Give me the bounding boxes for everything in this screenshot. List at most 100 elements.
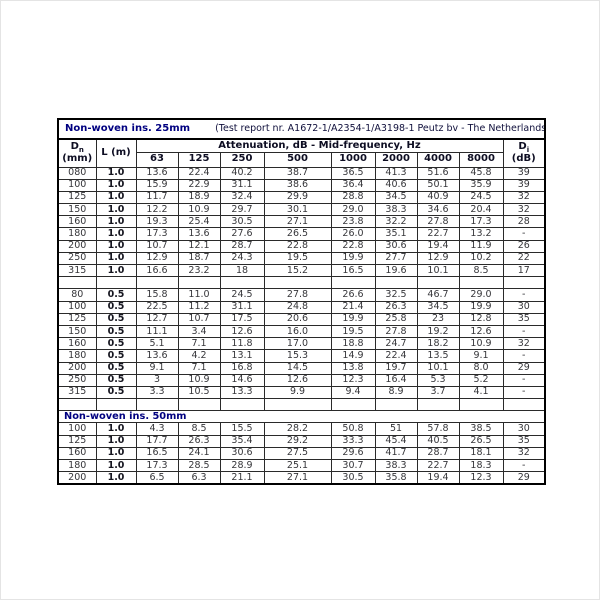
cell-attenuation-value: 29.6 (330, 446, 376, 461)
cell-d-rating: 26 (502, 239, 546, 253)
cell-attenuation-value: 46.7 (416, 288, 460, 302)
cell-attenuation-value: 28.8 (330, 190, 376, 205)
cell-attenuation-value: 26.3 (374, 300, 418, 314)
cell-attenuation-value: 19.3 (135, 215, 179, 229)
table-row: 150 1.0 12.2 10.9 29.7 30.1 29.0 38.3 34.6 20.4 32 (57, 203, 546, 217)
cell-length: 0.5 (95, 324, 137, 339)
cell-d-rating: - (502, 324, 546, 339)
cell-attenuation-value: 9.1 (458, 349, 504, 363)
cell-attenuation-value: 19.5 (263, 251, 332, 266)
cell-attenuation-value: 26.5 (263, 227, 332, 241)
cell-attenuation-value: 12.9 (416, 251, 460, 266)
cell-attenuation-value: 26.6 (330, 288, 376, 302)
cell-attenuation-value: 32.2 (374, 215, 418, 229)
cell-attenuation-value: 30.5 (219, 215, 265, 229)
table-title-row: Non-woven ins. 25mm (Test report nr. A16… (57, 118, 546, 140)
cell-attenuation-value: 28.7 (219, 239, 265, 253)
cell-length: 0.5 (95, 288, 137, 302)
empty-cell (95, 398, 137, 412)
cell-attenuation-value: 13.1 (219, 349, 265, 363)
cell-attenuation-value: 5.2 (458, 373, 504, 387)
cell-attenuation-value: 15.9 (135, 178, 179, 192)
cell-attenuation-value: 12.6 (219, 324, 265, 339)
cell-attenuation-value: 27.6 (219, 227, 265, 241)
cell-d-rating: 22 (502, 251, 546, 266)
table-row: 180 1.0 17.3 13.6 27.6 26.5 26.0 35.1 22.7 13.2- (57, 227, 546, 241)
cell-attenuation-value: 30.6 (219, 446, 265, 461)
cell-attenuation-value: 3.3 (135, 385, 179, 400)
table-row: 200 1.0 6.5 6.3 21.1 27.1 30.5 35.8 19.4 12.3 29 (57, 471, 546, 485)
cell-length: 1.0 (95, 434, 137, 448)
cell-diameter: 125 (57, 312, 97, 326)
cell-attenuation-value: 18.7 (177, 251, 221, 266)
cell-attenuation-value: 19.7 (374, 361, 418, 375)
cell-attenuation-value: 22.4 (177, 166, 221, 180)
cell-attenuation-value: 45.8 (458, 166, 504, 180)
cell-attenuation-value: 29.9 (263, 190, 332, 205)
cell-attenuation-value: 24.3 (219, 251, 265, 266)
cell-attenuation-value: 3.7 (416, 385, 460, 400)
empty-cell (263, 276, 332, 290)
empty-cell (57, 276, 97, 290)
cell-attenuation-value: 6.5 (135, 471, 179, 485)
cell-attenuation-value: 17.0 (263, 337, 332, 351)
cell-attenuation-value: 36.4 (330, 178, 376, 192)
cell-attenuation-value: 13.8 (330, 361, 376, 375)
table-row: 125 1.0 17.7 26.3 35.4 29.2 33.3 45.4 40.5 26.5 35 (57, 434, 546, 448)
cell-diameter: 125 (57, 190, 97, 205)
cell-attenuation-value: 34.5 (374, 190, 418, 205)
table-title-cell: Non-woven ins. 25mm (Test report nr. A16… (57, 118, 546, 140)
cell-attenuation-value: 41.3 (374, 166, 418, 180)
cell-length: 1.0 (95, 178, 137, 192)
cell-attenuation-value: 10.7 (177, 312, 221, 326)
cell-attenuation-value: 29.0 (330, 203, 376, 217)
cell-attenuation-value: 10.2 (458, 251, 504, 266)
cell-diameter: 200 (57, 471, 97, 485)
cell-attenuation-value: 40.9 (416, 190, 460, 205)
cell-attenuation-value: 11.9 (458, 239, 504, 253)
cell-attenuation-value: 11.1 (135, 324, 179, 339)
cell-attenuation-value: 27.1 (263, 471, 332, 485)
cell-attenuation-value: 13.6 (135, 166, 179, 180)
cell-d-rating: 39 (502, 178, 546, 192)
empty-cell (95, 276, 137, 290)
cell-attenuation-value: 12.3 (330, 373, 376, 387)
table-row: 100 0.5 22.5 11.2 31.1 24.8 21.4 26.3 34.5 19.9 30 (57, 300, 546, 314)
cell-attenuation-value: 51 (374, 422, 418, 436)
cell-attenuation-value: 30.5 (330, 471, 376, 485)
section-title: Non-woven ins. 50mm (57, 410, 546, 424)
empty-cell (458, 276, 504, 290)
table-row: 250 1.0 12.9 18.7 24.3 19.5 19.9 27.7 12.9 10.2 22 (57, 251, 546, 266)
cell-attenuation-value: 35.4 (219, 434, 265, 448)
cell-attenuation-value: 33.3 (330, 434, 376, 448)
cell-attenuation-value: 40.2 (219, 166, 265, 180)
cell-d-rating: - (502, 288, 546, 302)
cell-attenuation-value: 10.9 (177, 203, 221, 217)
cell-attenuation-value: 31.1 (219, 178, 265, 192)
cell-d-rating: 28 (502, 215, 546, 229)
cell-diameter: 250 (57, 251, 97, 266)
cell-attenuation-value: 7.1 (177, 337, 221, 351)
cell-attenuation-value: 16.6 (135, 263, 179, 278)
cell-attenuation-value: 30.6 (374, 239, 418, 253)
cell-diameter: 160 (57, 215, 97, 229)
cell-attenuation-value: 22.7 (416, 227, 460, 241)
cell-d-rating: - (502, 227, 546, 241)
document-page: Non-woven ins. 25mm (Test report nr. A16… (57, 118, 546, 485)
col-header-freq-63: 63 (135, 151, 179, 168)
cell-attenuation-value: 24.7 (374, 337, 418, 351)
cell-attenuation-value: 38.5 (458, 422, 504, 436)
cell-attenuation-value: 38.3 (374, 203, 418, 217)
cell-attenuation-value: 8.0 (458, 361, 504, 375)
cell-length: 1.0 (95, 203, 137, 217)
cell-attenuation-value: 10.9 (177, 373, 221, 387)
table-row: 125 1.0 11.7 18.9 32.4 29.9 28.8 34.5 40.9 24.5 32 (57, 190, 546, 205)
cell-attenuation-value: 28.7 (416, 446, 460, 461)
empty-cell (458, 398, 504, 412)
spacer-row (57, 398, 546, 412)
cell-attenuation-value: 13.6 (135, 349, 179, 363)
table-row: 080 1.0 13.6 22.4 40.2 38.7 36.5 41.3 51.6 45.8 39 (57, 166, 546, 180)
cell-attenuation-value: 10.1 (416, 263, 460, 278)
cell-attenuation-value: 9.4 (330, 385, 376, 400)
cell-attenuation-value: 35.8 (374, 471, 418, 485)
